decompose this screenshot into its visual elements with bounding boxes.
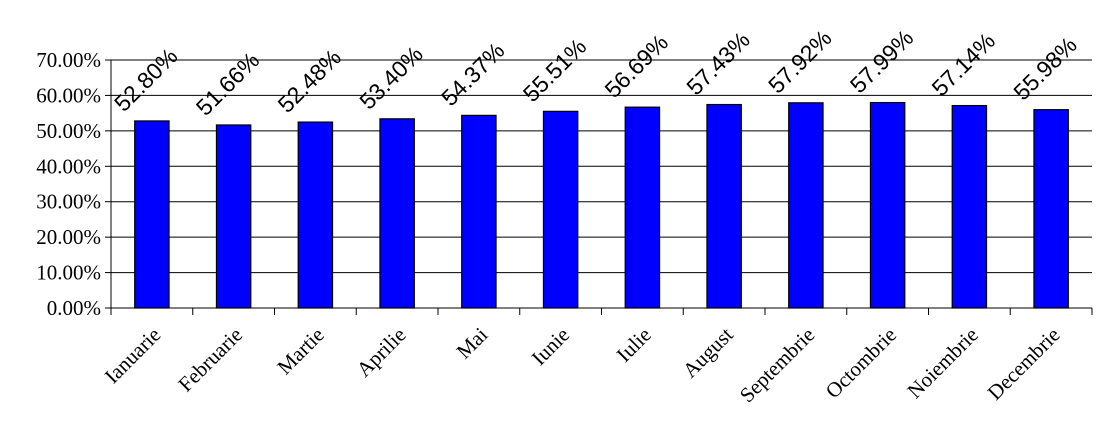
bar (297, 121, 334, 309)
y-axis-tick-label: 50.00% (36, 119, 101, 143)
x-axis-category-label: Mai (452, 322, 493, 363)
x-axis-category-label: August (678, 322, 738, 382)
bar (951, 104, 988, 309)
bar (215, 124, 252, 309)
bar (134, 120, 170, 309)
data-label: 52.80% (109, 43, 183, 117)
data-label: 55.98% (1008, 32, 1082, 106)
y-axis-tick-label: 0.00% (47, 296, 101, 320)
axes (105, 59, 1093, 315)
bar (1033, 109, 1069, 309)
x-axis-category-label: Februarie (173, 323, 247, 397)
data-label: 57.43% (681, 27, 755, 101)
y-axis-tick-label: 40.00% (36, 154, 101, 178)
y-axis-tick-label: 10.00% (36, 261, 101, 285)
data-label: 54.37% (436, 37, 510, 111)
x-axis-category-label: Noiembrie (902, 323, 982, 403)
x-axis-category-label: Octombrie (821, 323, 901, 403)
data-label: 57.92% (763, 25, 837, 99)
x-axis-category-label: Iunie (527, 323, 574, 370)
y-axis-tick-label: 30.00% (36, 190, 101, 214)
bar (379, 118, 415, 309)
gridlines (111, 59, 1092, 274)
y-axis-tick-label: 60.00% (36, 83, 101, 107)
x-axis-category-label: Septembrie (735, 323, 820, 408)
y-axis-tick-labels: 0.00% 10.00% 20.00% 30.00% 40.00% 50.00% 60.00… (36, 48, 101, 320)
data-label: 51.66% (191, 47, 265, 121)
bar (869, 101, 906, 309)
bar (542, 110, 579, 309)
bar (788, 102, 824, 309)
y-axis-tick-label: 70.00% (36, 48, 101, 72)
data-label: 56.69% (600, 29, 674, 103)
x-axis-category-label: Iulie (612, 323, 656, 367)
bar (624, 106, 661, 309)
bar (706, 103, 742, 309)
data-label: 53.40% (354, 41, 428, 115)
data-label: 57.14% (927, 28, 1001, 102)
x-axis-category-label: Ianuarie (100, 323, 166, 389)
bars (134, 101, 1069, 309)
x-axis-category-label: Decembrie (983, 323, 1065, 405)
bar (461, 114, 497, 309)
x-axis-category-labels: Ianuarie Februarie Martie Aprilie Mai Iunie Iu… (100, 322, 1065, 407)
data-label: 52.48% (273, 44, 347, 118)
x-axis-category-label: Martie (272, 323, 329, 380)
data-label: 57.99% (845, 25, 919, 99)
y-axis-tick-label: 20.00% (36, 225, 101, 249)
data-labels: 52.80% 51.66% 52.48% 53.40% 54.37% 55.51% 56.6… (109, 25, 1082, 121)
x-axis-category-label: Aprilie (352, 323, 411, 382)
